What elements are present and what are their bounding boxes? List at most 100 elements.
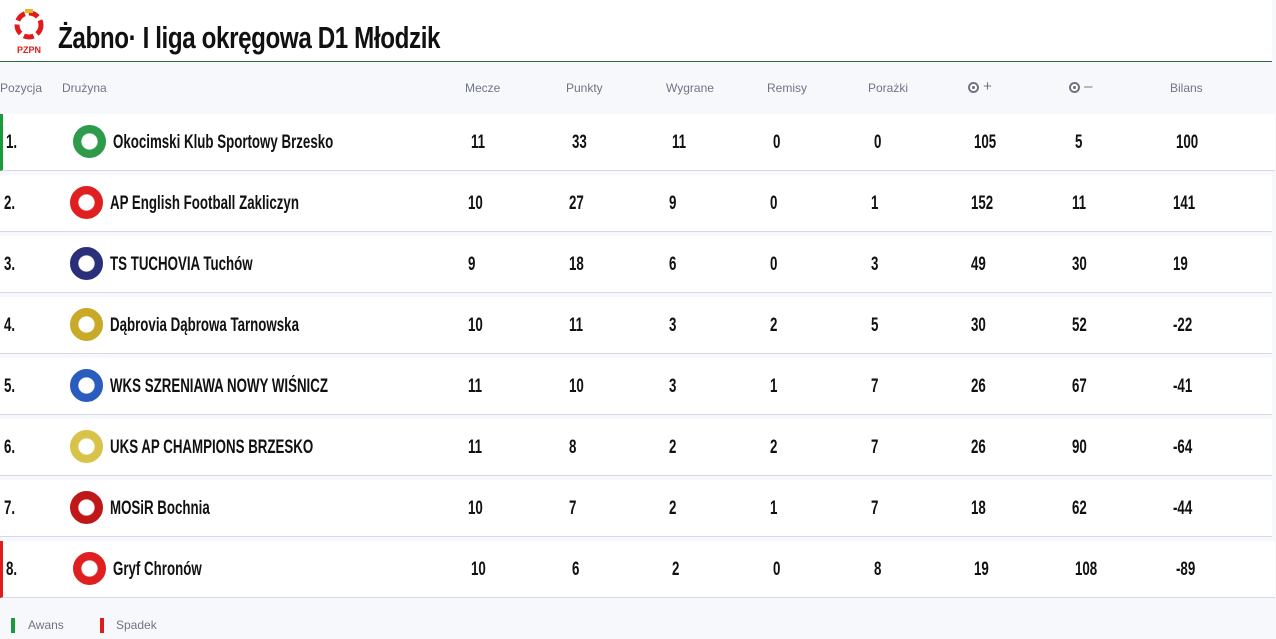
cell-goals-against: 5 [1075,132,1083,153]
cell-goals-against: 30 [1072,254,1087,275]
soccer-ball-icon [1069,81,1080,93]
cell-draws: 2 [770,437,778,458]
cell-matches: 10 [468,498,483,519]
cell-points: 18 [569,254,584,275]
cell-team[interactable]: Okocimski Klub Sportowy Brzesko [113,132,334,153]
cell-losses: 7 [871,437,879,458]
cell-goals-against: 108 [1075,559,1098,580]
table-row[interactable]: 5. WKS SZRENIAWA NOWY WIŚNICZ 11 10 3 1 7 26 67 -… [0,358,1272,415]
cell-balance: 19 [1173,254,1188,275]
promotion-marker [11,618,15,633]
cell-goals-against: 62 [1072,498,1087,519]
cell-losses: 3 [871,254,879,275]
column-header-balance[interactable]: Bilans [1170,81,1203,95]
cell-wins: 2 [669,437,677,458]
cell-matches: 10 [468,193,483,214]
cell-position: 3. [4,254,16,275]
cell-balance: -89 [1176,559,1196,580]
table-row[interactable]: 3. TS TUCHOVIA Tuchów 9 18 6 0 3 49 30 19 [0,236,1272,293]
column-header-goals-against[interactable]: – [1069,78,1093,95]
cell-matches: 11 [471,132,486,153]
cell-goals-for: 18 [971,498,986,519]
cell-draws: 0 [773,132,781,153]
team-crest-icon [73,125,106,158]
cell-matches: 11 [468,376,483,397]
team-crest-icon [70,186,103,219]
cell-wins: 2 [669,498,677,519]
column-header-losses[interactable]: Porażki [868,81,909,95]
column-header-team[interactable]: Drużyna [62,81,107,95]
cell-matches: 10 [471,559,486,580]
cell-position: 5. [4,376,16,397]
cell-points: 11 [569,315,584,336]
legend-promotion: Awans [28,618,64,632]
cell-losses: 0 [874,132,882,153]
pzpn-logo: PZPN [14,9,44,55]
cell-losses: 7 [871,376,879,397]
cell-draws: 0 [770,193,778,214]
table-row[interactable]: 6. UKS AP CHAMPIONS BRZESKO 11 8 2 2 7 26 90 -64 [0,419,1272,476]
cell-draws: 2 [770,315,778,336]
cell-points: 10 [569,376,584,397]
column-header-matches[interactable]: Mecze [465,81,501,95]
table-row[interactable]: 8. Gryf Chronów 10 6 2 0 8 19 108 -89 [0,541,1275,598]
cell-team[interactable]: AP English Football Zakliczyn [110,193,299,214]
cell-goals-for: 105 [974,132,997,153]
cell-team[interactable]: UKS AP CHAMPIONS BRZESKO [110,437,314,458]
cell-draws: 1 [770,498,778,519]
column-header-points[interactable]: Punkty [566,81,603,95]
cell-balance: -41 [1173,376,1193,397]
cell-wins: 3 [669,315,677,336]
team-crest-icon [70,430,103,463]
cell-matches: 10 [468,315,483,336]
svg-text:PZPN: PZPN [17,45,41,55]
cell-balance: -44 [1173,498,1193,519]
cell-goals-for: 30 [971,315,986,336]
cell-goals-against: 90 [1072,437,1087,458]
table-row[interactable]: 1. Okocimski Klub Sportowy Brzesko 11 33 11 0… [0,114,1275,171]
table-row[interactable]: 2. AP English Football Zakliczyn 10 27 9 0 1 15… [0,175,1272,232]
cell-points: 7 [569,498,577,519]
team-crest-icon [73,552,106,585]
cell-balance: -22 [1173,315,1193,336]
cell-wins: 11 [672,132,687,153]
team-crest-icon [70,308,103,341]
cell-matches: 11 [468,437,483,458]
legend-relegation: Spadek [116,618,157,632]
cell-goals-against: 52 [1072,315,1087,336]
cell-matches: 9 [468,254,476,275]
cell-wins: 6 [669,254,677,275]
cell-losses: 1 [871,193,879,214]
cell-losses: 5 [871,315,879,336]
cell-position: 1. [6,132,18,153]
relegation-marker [100,618,104,633]
cell-balance: 100 [1176,132,1199,153]
cell-team[interactable]: TS TUCHOVIA Tuchów [110,254,253,275]
cell-draws: 0 [770,254,778,275]
column-header-goals-for[interactable]: + [968,78,992,95]
cell-goals-for: 152 [971,193,994,214]
team-crest-icon [70,247,103,280]
cell-draws: 1 [770,376,778,397]
cell-points: 6 [572,559,580,580]
cell-goals-for: 49 [971,254,986,275]
cell-team[interactable]: Dąbrovia Dąbrowa Tarnowska [110,315,299,336]
cell-goals-for: 19 [974,559,989,580]
table-row[interactable]: 4. Dąbrovia Dąbrowa Tarnowska 10 11 3 2 5 30 52 -… [0,297,1272,354]
team-crest-icon [70,491,103,524]
column-header-position[interactable]: Pozycja [0,81,43,95]
cell-goals-against: 11 [1072,193,1087,214]
column-header-wins[interactable]: Wygrane [666,81,714,95]
cell-team[interactable]: MOSiR Bochnia [110,498,210,519]
cell-team[interactable]: WKS SZRENIAWA NOWY WIŚNICZ [110,376,328,397]
cell-goals-against: 67 [1072,376,1087,397]
cell-goals-for: 26 [971,437,986,458]
cell-wins: 9 [669,193,677,214]
cell-losses: 8 [874,559,882,580]
cell-wins: 2 [672,559,680,580]
table-row[interactable]: 7. MOSiR Bochnia 10 7 2 1 7 18 62 -44 [0,480,1272,537]
cell-draws: 0 [773,559,781,580]
cell-position: 7. [4,498,16,519]
column-header-draws[interactable]: Remisy [767,81,808,95]
cell-team[interactable]: Gryf Chronów [113,559,202,580]
